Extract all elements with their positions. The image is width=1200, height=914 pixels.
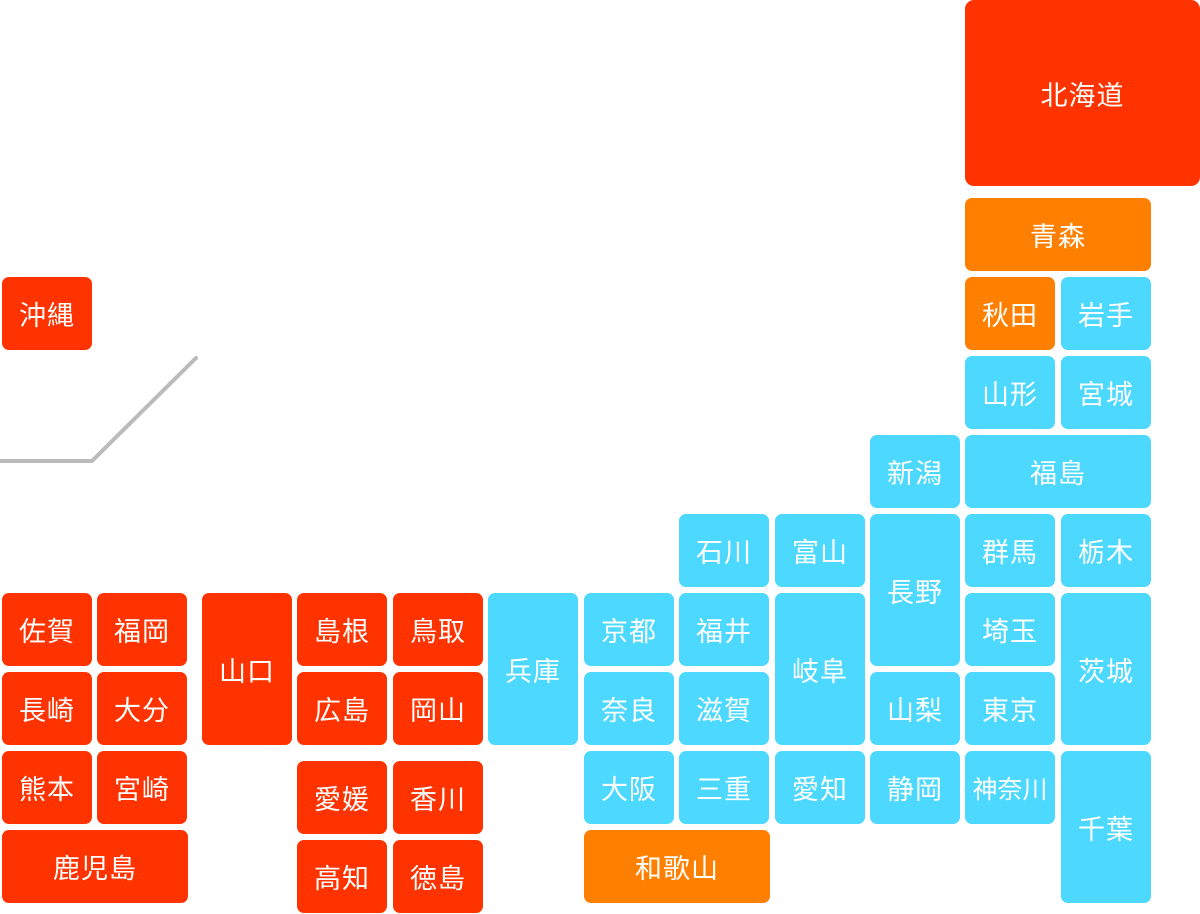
prefecture-miyazaki[interactable]: 宮崎: [97, 751, 187, 824]
prefecture-tochigi[interactable]: 栃木: [1061, 514, 1151, 587]
prefecture-kumamoto[interactable]: 熊本: [2, 751, 92, 824]
prefecture-kochi[interactable]: 高知: [297, 840, 387, 913]
prefecture-yamaguchi[interactable]: 山口: [202, 593, 292, 745]
prefecture-niigata[interactable]: 新潟: [870, 435, 960, 508]
prefecture-toyama[interactable]: 富山: [775, 514, 865, 587]
prefecture-saga[interactable]: 佐賀: [2, 593, 92, 666]
prefecture-mie[interactable]: 三重: [679, 751, 769, 824]
prefecture-kyoto[interactable]: 京都: [584, 593, 674, 666]
prefecture-oita[interactable]: 大分: [97, 672, 187, 745]
prefecture-miyagi[interactable]: 宮城: [1061, 356, 1151, 429]
prefecture-tottori[interactable]: 鳥取: [393, 593, 483, 666]
prefecture-osaka[interactable]: 大阪: [584, 751, 674, 824]
prefecture-ishikawa[interactable]: 石川: [679, 514, 769, 587]
prefecture-kanagawa[interactable]: 神奈川: [965, 751, 1055, 824]
prefecture-tokyo[interactable]: 東京: [965, 672, 1055, 745]
prefecture-akita[interactable]: 秋田: [965, 277, 1055, 350]
prefecture-wakayama[interactable]: 和歌山: [584, 830, 770, 903]
prefecture-fukui[interactable]: 福井: [679, 593, 769, 666]
prefecture-yamanashi[interactable]: 山梨: [870, 672, 960, 745]
prefecture-hyogo[interactable]: 兵庫: [488, 593, 578, 745]
prefecture-okinawa[interactable]: 沖縄: [2, 277, 92, 350]
prefecture-yamagata[interactable]: 山形: [965, 356, 1055, 429]
prefecture-iwate[interactable]: 岩手: [1061, 277, 1151, 350]
prefecture-okayama[interactable]: 岡山: [393, 672, 483, 745]
prefecture-nara[interactable]: 奈良: [584, 672, 674, 745]
prefecture-chiba[interactable]: 千葉: [1061, 751, 1151, 903]
prefecture-nagano[interactable]: 長野: [870, 514, 960, 666]
prefecture-shimane[interactable]: 島根: [297, 593, 387, 666]
prefecture-ehime[interactable]: 愛媛: [297, 761, 387, 834]
prefecture-aomori[interactable]: 青森: [965, 198, 1151, 271]
prefecture-shizuoka[interactable]: 静岡: [870, 751, 960, 824]
prefecture-fukushima[interactable]: 福島: [965, 435, 1151, 508]
prefecture-gifu[interactable]: 岐阜: [775, 593, 865, 745]
prefecture-nagasaki[interactable]: 長崎: [2, 672, 92, 745]
prefecture-ibaraki[interactable]: 茨城: [1061, 593, 1151, 745]
prefecture-kagawa[interactable]: 香川: [393, 761, 483, 834]
prefecture-aichi[interactable]: 愛知: [775, 751, 865, 824]
prefecture-shiga[interactable]: 滋賀: [679, 672, 769, 745]
prefecture-tokushima[interactable]: 徳島: [393, 840, 483, 913]
prefecture-saitama[interactable]: 埼玉: [965, 593, 1055, 666]
prefecture-hokkaido[interactable]: 北海道: [965, 0, 1200, 186]
prefecture-fukuoka[interactable]: 福岡: [97, 593, 187, 666]
prefecture-hiroshima[interactable]: 広島: [297, 672, 387, 745]
prefecture-gunma[interactable]: 群馬: [965, 514, 1055, 587]
prefecture-kagoshima[interactable]: 鹿児島: [2, 830, 188, 903]
